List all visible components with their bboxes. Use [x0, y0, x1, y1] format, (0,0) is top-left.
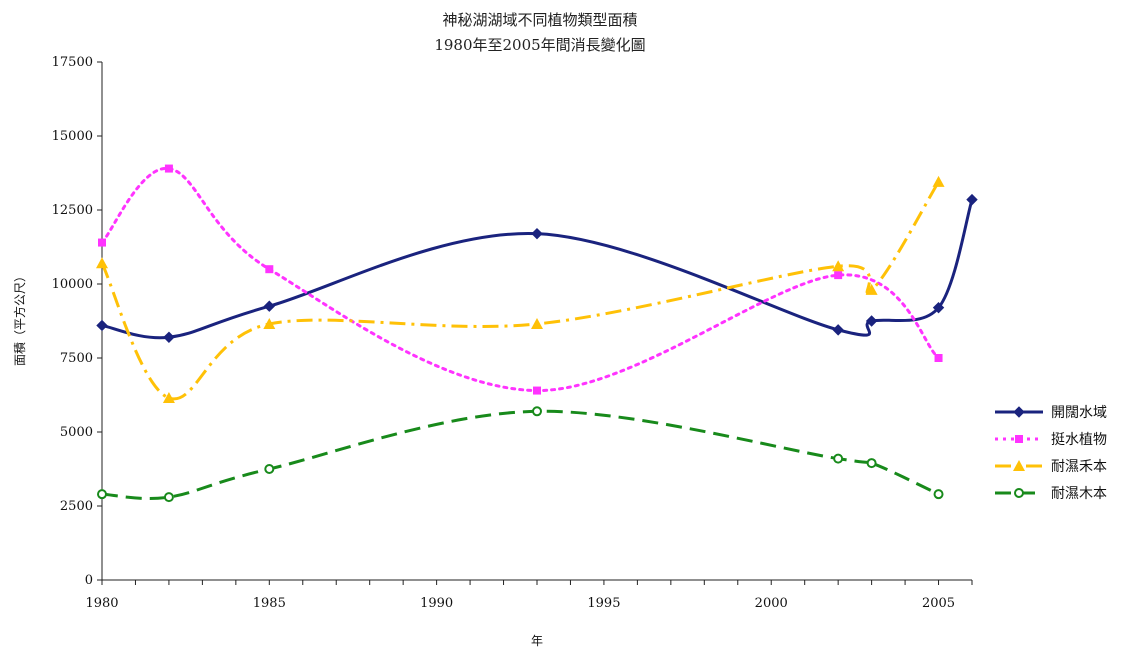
data-point	[865, 315, 878, 327]
y-axis-label: 面積（平方公尺）	[12, 270, 27, 366]
data-point	[832, 324, 844, 336]
data-point	[265, 265, 274, 274]
data-point	[163, 331, 175, 343]
data-point	[531, 227, 543, 240]
y-tick-label: 15000	[52, 129, 93, 144]
data-point	[932, 175, 945, 187]
data-point	[934, 354, 943, 362]
legend-label: 開闊水域	[1051, 405, 1107, 421]
data-point	[263, 300, 276, 312]
legend-label: 耐濕木本	[1051, 486, 1107, 502]
data-point	[865, 283, 878, 295]
series-4	[97, 406, 944, 503]
data-point	[933, 489, 944, 500]
x-tick-label: 1980	[85, 596, 118, 611]
data-point	[164, 164, 173, 173]
data-point	[832, 260, 845, 272]
data-point	[264, 464, 275, 474]
series-line	[101, 409, 940, 500]
series-2	[98, 164, 943, 395]
x-tick-label: 1990	[420, 596, 453, 611]
legend-marker	[1013, 406, 1025, 418]
legend-marker	[1015, 435, 1023, 443]
x-axis-label: 年	[531, 634, 543, 648]
data-point	[163, 492, 174, 503]
series-line	[100, 181, 940, 401]
data-point	[96, 319, 108, 332]
series-line	[100, 167, 941, 393]
y-tick-label: 5000	[60, 425, 93, 440]
legend-label: 挺水植物	[1051, 432, 1107, 448]
x-tick-label: 1985	[253, 596, 286, 611]
data-point	[866, 458, 877, 469]
legend-item: 耐濕木本	[995, 486, 1107, 502]
series-line	[101, 199, 974, 340]
data-point	[966, 193, 978, 206]
y-tick-label: 12500	[52, 203, 93, 218]
series-layer	[96, 164, 978, 503]
legend-item: 挺水植物	[995, 432, 1107, 448]
data-point	[98, 238, 106, 247]
legend-item: 開闊水域	[995, 405, 1107, 421]
chart-subtitle: 1980年至2005年間消長變化圖	[434, 36, 645, 54]
data-point	[263, 317, 276, 329]
x-ticks: 1980 1985 1990 1995 2000 2005	[85, 580, 973, 611]
chart-title: 神秘湖湖域不同植物類型面積	[442, 11, 637, 29]
legend-item: 耐濕禾本	[995, 459, 1107, 475]
y-ticks: 0 2500 5000 7500 10000 12500 15000 17500	[52, 55, 102, 588]
data-point	[531, 317, 543, 329]
data-point	[833, 453, 844, 464]
data-point	[834, 271, 843, 280]
x-tick-label: 2005	[922, 596, 955, 611]
x-tick-label: 2000	[755, 596, 788, 611]
data-point	[96, 257, 108, 269]
series-3	[96, 175, 945, 403]
series-1	[96, 193, 978, 343]
legend-label: 耐濕禾本	[1051, 459, 1107, 475]
legend-marker	[1014, 488, 1024, 498]
data-point	[932, 301, 945, 314]
data-point	[532, 406, 542, 417]
y-tick-label: 17500	[52, 55, 93, 70]
y-tick-label: 0	[85, 573, 93, 588]
x-tick-label: 1995	[587, 596, 620, 611]
data-point	[533, 386, 541, 395]
y-tick-label: 10000	[52, 277, 93, 292]
legend-marker	[1013, 460, 1025, 471]
y-tick-label: 2500	[60, 499, 93, 514]
y-tick-label: 7500	[60, 351, 93, 366]
data-point	[162, 391, 175, 403]
data-point	[97, 489, 107, 500]
